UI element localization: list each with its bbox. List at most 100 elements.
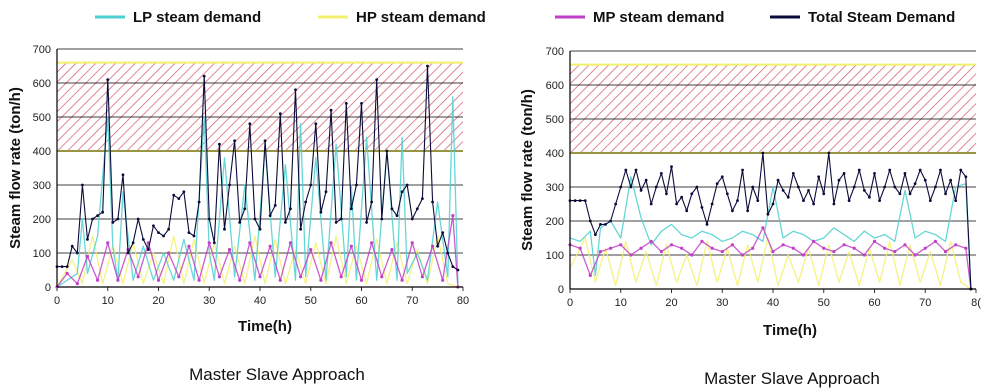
- y-tick-label-left: 300: [33, 180, 51, 192]
- data-point-total-left: [141, 238, 145, 241]
- data-point-total-right: [741, 168, 744, 172]
- data-point-mp-right: [598, 250, 603, 254]
- data-point-total-right: [862, 189, 866, 192]
- data-point-mp-right: [639, 246, 643, 250]
- data-point-total-left: [126, 251, 130, 255]
- data-point-total-right: [670, 165, 673, 169]
- data-point-total-right: [649, 202, 653, 206]
- data-point-total-right: [832, 202, 836, 206]
- data-point-total-right: [634, 168, 638, 172]
- data-point-mp-right: [842, 243, 846, 247]
- data-point-total-right: [923, 178, 927, 182]
- data-point-mp-left: [156, 278, 161, 282]
- x-axis-title-left: Time(h): [238, 318, 292, 335]
- data-point-total-right: [873, 172, 876, 175]
- data-point-total-right: [959, 168, 963, 172]
- data-point-mp-right: [659, 250, 663, 254]
- data-point-total-right: [781, 189, 785, 192]
- data-point-total-left: [182, 190, 186, 194]
- data-point-mp-right: [690, 253, 694, 257]
- data-point-total-right: [786, 195, 790, 199]
- data-point-total-left: [360, 102, 363, 105]
- data-point-total-left: [426, 64, 429, 68]
- limit-band-right: [570, 64, 976, 153]
- series-line-lp-left: [56, 95, 459, 288]
- data-point-mp-left: [96, 278, 100, 282]
- data-point-mp-left: [380, 275, 384, 279]
- data-point-total-right: [812, 202, 815, 206]
- data-point-total-right: [954, 199, 958, 203]
- legend-item-total: Total Steam Demand: [770, 9, 955, 26]
- y-tick-label-right: 100: [546, 250, 564, 262]
- data-point-total-left: [385, 149, 389, 153]
- data-point-mp-right: [588, 273, 592, 277]
- data-point-total-left: [294, 88, 297, 92]
- data-point-mp-right: [862, 253, 866, 257]
- data-point-total-right: [665, 192, 668, 196]
- data-point-mp-right: [720, 250, 724, 254]
- data-point-total-left: [441, 231, 445, 235]
- data-point-mp-right: [649, 239, 653, 243]
- data-point-total-right: [939, 168, 942, 172]
- caption-left: Master Slave Approach: [189, 365, 365, 384]
- data-point-total-left: [233, 139, 237, 143]
- x-tick-label-right: 50: [818, 297, 830, 309]
- legend-label-lp: LP steam demand: [133, 9, 261, 26]
- data-point-mp-left: [227, 248, 232, 252]
- y-tick-label-right: 200: [546, 216, 564, 228]
- data-point-mp-right: [700, 239, 704, 243]
- data-point-total-left: [273, 204, 277, 207]
- series-line-hp-left: [56, 235, 459, 288]
- data-point-total-left: [431, 200, 434, 204]
- data-point-total-right: [659, 172, 663, 175]
- data-point-total-right: [771, 202, 775, 206]
- data-point-total-left: [395, 214, 399, 218]
- data-point-total-right: [908, 192, 912, 196]
- data-point-mp-left: [136, 275, 140, 279]
- data-point-total-left: [96, 214, 99, 218]
- data-point-total-left: [446, 251, 450, 255]
- data-point-mp-left: [309, 248, 313, 252]
- data-point-mp-left: [430, 244, 435, 248]
- y-tick-label-right: 700: [546, 46, 564, 58]
- data-point-total-right: [756, 199, 760, 203]
- data-point-total-right: [624, 168, 628, 172]
- y-axis-title-right: Steam flow rate (ton/h): [519, 89, 536, 251]
- y-tick-label-left: 0: [45, 282, 51, 294]
- data-point-total-right: [883, 185, 887, 189]
- x-axis-title-right: Time(h): [763, 322, 817, 339]
- data-point-mp-left: [370, 241, 374, 245]
- data-point-total-left: [370, 200, 374, 204]
- data-point-total-left: [375, 78, 379, 81]
- data-point-total-left: [187, 231, 191, 235]
- y-tick-label-right: 600: [546, 80, 564, 92]
- data-point-total-left: [334, 221, 338, 224]
- data-point-mp-right: [893, 250, 897, 254]
- data-point-mp-right: [883, 246, 887, 250]
- x-tick-label-right: 0: [567, 297, 573, 309]
- data-point-total-right: [903, 172, 907, 175]
- data-point-total-left: [380, 217, 384, 221]
- data-point-mp-right: [933, 239, 938, 243]
- data-point-total-left: [436, 244, 440, 248]
- data-point-mp-left: [359, 278, 364, 282]
- data-point-total-left: [268, 214, 272, 218]
- data-point-mp-left: [197, 278, 201, 282]
- data-point-total-left: [70, 244, 74, 248]
- x-tick-label-left: 50: [305, 295, 317, 307]
- x-tick-label-left: 70: [406, 295, 418, 307]
- y-tick-label-left: 200: [33, 214, 51, 226]
- data-point-total-left: [410, 217, 414, 221]
- data-point-mp-right: [710, 246, 714, 250]
- data-point-total-left: [80, 183, 84, 187]
- data-point-total-right: [654, 185, 658, 189]
- y-tick-label-right: 400: [546, 148, 564, 160]
- data-point-total-right: [802, 199, 805, 203]
- data-point-total-right: [593, 233, 597, 237]
- data-point-mp-right: [761, 226, 765, 230]
- data-point-total-left: [324, 190, 328, 194]
- x-tick-label-right: 20: [665, 297, 677, 309]
- data-point-total-left: [121, 173, 125, 177]
- data-point-total-right: [604, 223, 607, 226]
- data-point-total-left: [304, 200, 308, 204]
